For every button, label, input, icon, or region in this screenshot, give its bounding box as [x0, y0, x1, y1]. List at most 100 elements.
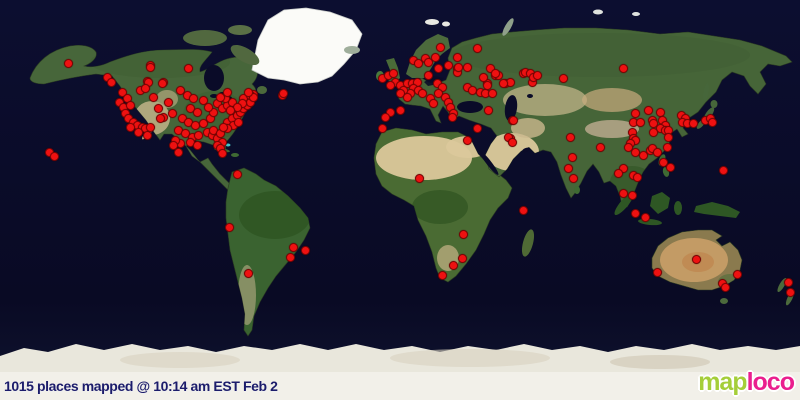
place-marker — [663, 132, 673, 142]
place-marker — [278, 88, 288, 98]
place-marker — [643, 105, 653, 115]
place-marker — [482, 80, 492, 90]
place-marker — [595, 142, 605, 152]
antarctica — [0, 344, 800, 400]
place-marker — [433, 63, 443, 73]
place-marker — [635, 117, 645, 127]
place-marker — [243, 268, 253, 278]
place-marker — [462, 135, 472, 145]
place-marker — [658, 157, 668, 167]
place-marker — [662, 142, 672, 152]
place-marker — [300, 245, 310, 255]
inland-waters — [204, 65, 533, 175]
place-marker — [627, 190, 637, 200]
place-marker — [243, 87, 253, 97]
place-marker — [640, 212, 650, 222]
greenland — [251, 7, 363, 85]
place-marker — [248, 92, 258, 102]
place-marker — [395, 105, 405, 115]
place-marker — [498, 78, 508, 88]
place-marker — [192, 140, 202, 150]
place-marker — [638, 150, 648, 160]
place-marker — [458, 229, 468, 239]
place-marker — [145, 122, 155, 132]
place-marker — [630, 108, 640, 118]
place-marker — [558, 73, 568, 83]
place-marker — [688, 118, 698, 128]
place-marker — [485, 63, 495, 73]
place-marker — [720, 282, 730, 292]
place-marker — [518, 205, 528, 215]
place-marker — [414, 173, 424, 183]
place-marker — [630, 208, 640, 218]
place-marker — [567, 152, 577, 162]
place-marker — [423, 57, 433, 67]
place-marker — [508, 115, 518, 125]
place-marker — [125, 122, 135, 132]
place-marker — [691, 254, 701, 264]
place-marker — [423, 70, 433, 80]
place-marker — [140, 83, 150, 93]
place-marker — [483, 105, 493, 115]
place-marker — [413, 58, 423, 68]
place-marker — [618, 163, 628, 173]
newfoundland — [257, 86, 267, 94]
place-marker — [193, 130, 203, 140]
sri-lanka — [574, 186, 580, 194]
logo-part-loco: loco — [746, 368, 795, 396]
af-terrain — [376, 136, 490, 271]
place-marker — [707, 117, 717, 127]
place-marker — [385, 80, 395, 90]
place-marker — [648, 118, 658, 128]
place-marker — [192, 107, 202, 117]
maploco-logo: maploco — [698, 368, 795, 397]
place-marker — [198, 95, 208, 105]
sulawesi — [674, 201, 682, 215]
place-marker — [49, 151, 59, 161]
place-marker — [632, 172, 642, 182]
place-marker — [402, 92, 412, 102]
place-marker — [618, 188, 628, 198]
hokkaido — [710, 100, 718, 108]
place-marker — [208, 107, 218, 117]
baffin-island — [230, 44, 260, 66]
place-marker — [613, 168, 623, 178]
place-marker — [507, 137, 517, 147]
place-marker — [233, 117, 243, 127]
place-marker — [430, 52, 440, 62]
place-marker — [785, 287, 795, 297]
hispaniola — [231, 153, 239, 157]
svalbard — [425, 19, 439, 25]
place-marker — [183, 63, 193, 73]
place-marker — [125, 100, 135, 110]
place-marker — [453, 62, 463, 72]
place-marker — [63, 58, 73, 68]
place-marker — [288, 242, 298, 252]
place-marker — [652, 147, 662, 157]
place-marker — [652, 267, 662, 277]
place-marker — [462, 62, 472, 72]
place-marker — [203, 102, 213, 112]
novaya-zemlya — [502, 18, 514, 36]
place-marker — [563, 163, 573, 173]
place-marker — [222, 87, 232, 97]
place-marker — [153, 103, 163, 113]
place-marker — [732, 269, 742, 279]
iceland — [344, 46, 360, 54]
place-marker — [648, 127, 658, 137]
place-marker — [133, 127, 143, 137]
place-marker — [718, 165, 728, 175]
place-marker — [142, 130, 152, 140]
place-marker — [490, 68, 500, 78]
place-marker — [117, 87, 127, 97]
place-marker — [478, 72, 488, 82]
place-marker — [665, 162, 675, 172]
place-marker — [167, 108, 177, 118]
place-marker — [380, 112, 390, 122]
madagascar — [521, 229, 535, 257]
place-marker — [148, 92, 158, 102]
place-marker — [168, 140, 178, 150]
place-marker — [106, 77, 116, 87]
